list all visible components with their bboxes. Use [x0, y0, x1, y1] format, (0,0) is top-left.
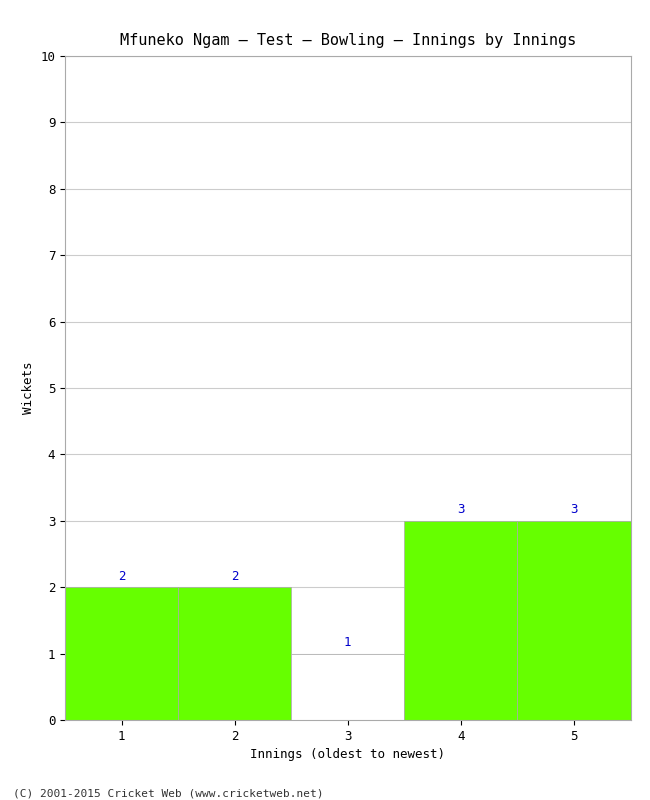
Bar — [178, 587, 291, 720]
X-axis label: Innings (oldest to newest): Innings (oldest to newest) — [250, 748, 445, 762]
Text: 2: 2 — [118, 570, 125, 582]
Bar — [404, 521, 517, 720]
Bar — [517, 521, 630, 720]
Text: 3: 3 — [570, 503, 578, 516]
Bar — [291, 654, 404, 720]
Text: (C) 2001-2015 Cricket Web (www.cricketweb.net): (C) 2001-2015 Cricket Web (www.cricketwe… — [13, 788, 324, 798]
Text: 2: 2 — [231, 570, 239, 582]
Y-axis label: Wickets: Wickets — [21, 362, 34, 414]
Text: 1: 1 — [344, 636, 352, 649]
Text: 3: 3 — [457, 503, 465, 516]
Bar — [65, 587, 178, 720]
Title: Mfuneko Ngam – Test – Bowling – Innings by Innings: Mfuneko Ngam – Test – Bowling – Innings … — [120, 33, 576, 48]
